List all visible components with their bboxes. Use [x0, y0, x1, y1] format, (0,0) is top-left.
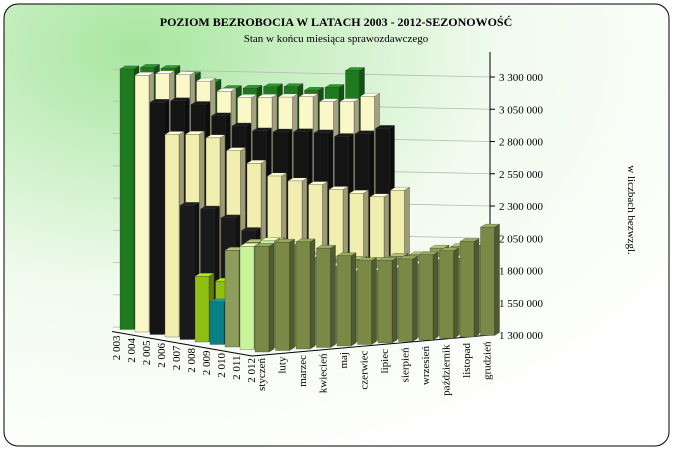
bar-side: [494, 223, 500, 336]
chart-title: POZIOM BEZROBOCIA W LATACH 2003 - 2012-S…: [160, 15, 513, 29]
x-tick-label: listopad: [461, 343, 473, 378]
legend-label: 2 005: [141, 340, 153, 365]
bar: [239, 246, 255, 350]
legend-label: 2 009: [201, 350, 213, 375]
bar: [377, 260, 393, 344]
legend-label: 2 003: [111, 335, 123, 360]
bar: [209, 301, 225, 345]
floor-edge: [111, 331, 253, 357]
bar-side: [330, 244, 336, 348]
bar: [179, 205, 195, 340]
x-tick-label: luty: [277, 356, 289, 374]
y-tick-label: 2 800 000: [499, 137, 544, 149]
bar-side: [371, 257, 377, 345]
bar: [480, 226, 495, 336]
bar: [295, 241, 311, 350]
y-tick-label: 1 550 000: [499, 298, 544, 310]
x-tick-label: marzec: [297, 355, 309, 387]
x-tick-label: wrzesień: [420, 346, 432, 386]
x-tick-label: styczeń: [256, 358, 268, 391]
bar: [119, 68, 135, 330]
bar: [134, 75, 150, 333]
y-tick-label: 2 050 000: [499, 233, 544, 245]
y-tick-label: 2 550 000: [499, 169, 544, 181]
x-tick-label: październik: [441, 344, 453, 396]
bar: [357, 260, 372, 345]
x-tick-label: sierpień: [400, 347, 412, 382]
legend-label: 2 012: [246, 358, 258, 383]
bar-side: [289, 238, 295, 351]
bar: [336, 255, 352, 347]
bar: [439, 250, 454, 339]
bar-side: [350, 252, 357, 347]
legend-label: 2 010: [216, 353, 228, 378]
bar: [254, 246, 270, 353]
bar-side: [268, 242, 275, 353]
legend-label: 2 004: [126, 338, 138, 363]
bar: [398, 258, 413, 342]
x-tick-label: maj: [338, 352, 350, 369]
bar: [275, 241, 290, 351]
bar-side: [453, 247, 459, 339]
bar-side: [473, 238, 480, 338]
bar-side: [391, 257, 398, 344]
legend-label: 2 006: [156, 343, 168, 368]
y-tick-label: 1 300 000: [499, 330, 544, 342]
bar: [149, 102, 165, 335]
legend-label: 2 008: [186, 348, 198, 373]
y-tick-label: 3 300 000: [499, 72, 544, 84]
chart-subtitle: Stan w końcu miesiąca sprawozdawczego: [244, 33, 429, 45]
legend-label: 2 011: [231, 356, 243, 380]
bar: [316, 248, 331, 348]
y-tick-label: 1 800 000: [499, 266, 544, 278]
bar: [418, 254, 434, 341]
x-tick-label: czerwiec: [359, 350, 371, 389]
bar-side: [309, 238, 316, 350]
bar-side: [432, 251, 439, 341]
x-tick-label: lipiec: [379, 349, 391, 374]
y-axis-label: w liczbach bezwzgl.: [625, 165, 637, 255]
bar-side: [412, 255, 418, 342]
bar: [194, 276, 210, 343]
bar: [224, 250, 240, 348]
x-tick-label: kwiecień: [318, 353, 330, 393]
bar: [459, 241, 475, 338]
bar: [164, 134, 180, 338]
x-tick-label: grudzień: [482, 341, 494, 380]
y-tick-label: 3 050 000: [499, 104, 544, 116]
legend-label: 2 007: [171, 345, 183, 370]
y-tick-label: 2 300 000: [499, 201, 544, 213]
